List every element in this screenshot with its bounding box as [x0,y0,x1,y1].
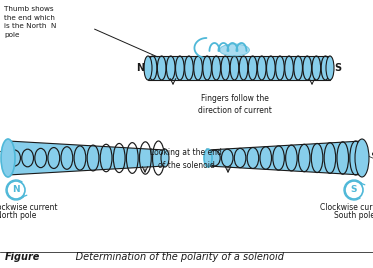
Text: Figure: Figure [5,252,40,262]
Text: N: N [136,63,144,73]
Ellipse shape [161,149,169,167]
Ellipse shape [355,139,369,177]
Circle shape [7,181,25,199]
Text: Clockwise current: Clockwise current [320,203,373,212]
Ellipse shape [144,56,152,80]
Text: Looking at the end
of the solenoid: Looking at the end of the solenoid [150,148,222,169]
Text: Determination of the polarity of a solenoid: Determination of the polarity of a solen… [60,252,284,262]
Circle shape [372,152,373,156]
Text: Anticlockwise current: Anticlockwise current [0,203,57,212]
Polygon shape [208,141,362,175]
Text: S: S [351,185,357,195]
Text: S: S [334,63,341,73]
Ellipse shape [1,139,15,177]
Text: Fingers follow the
direction of current: Fingers follow the direction of current [198,94,272,115]
Text: North pole: North pole [0,211,36,220]
Circle shape [345,181,363,199]
Text: South pole: South pole [333,211,373,220]
Ellipse shape [204,149,212,167]
Ellipse shape [326,56,334,80]
Text: N: N [12,185,20,195]
Polygon shape [8,141,165,175]
Text: Thumb shows
the end which
is the North  N
pole: Thumb shows the end which is the North N… [4,6,56,38]
Bar [148,56,330,80]
Ellipse shape [219,44,250,56]
